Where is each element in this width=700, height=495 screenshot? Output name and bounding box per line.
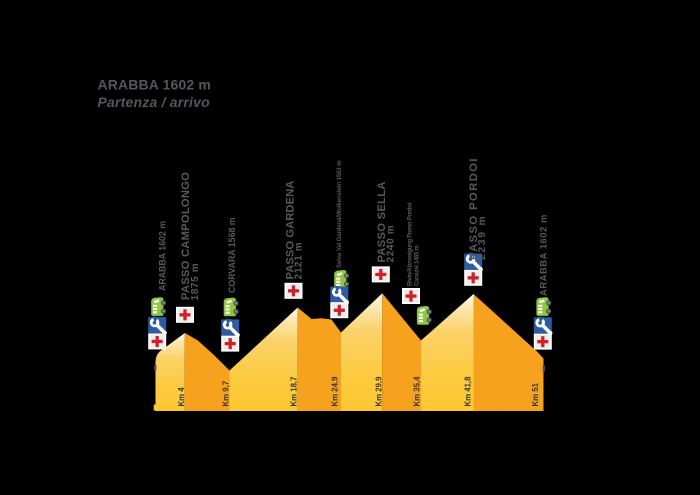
svg-text:PASSO PORDOI: PASSO PORDOI: [468, 157, 480, 260]
svg-text:Partenza / arrivo: Partenza / arrivo: [98, 94, 211, 110]
svg-text:Km 18,7: Km 18,7: [290, 377, 299, 407]
svg-text:ARABBA 1602 m: ARABBA 1602 m: [158, 221, 168, 291]
svg-text:2239 m: 2239 m: [477, 215, 488, 260]
svg-text:Km 29,9: Km 29,9: [375, 376, 384, 407]
svg-text:Km 9,7: Km 9,7: [222, 381, 231, 407]
svg-text:Km 4: Km 4: [177, 387, 186, 407]
svg-text:PASSO SELLA: PASSO SELLA: [376, 181, 388, 262]
svg-text:Km 24,9: Km 24,9: [331, 376, 340, 407]
svg-text:1875 m: 1875 m: [190, 263, 201, 301]
svg-text:Bivio/Abzweigung Passo Pordoi: Bivio/Abzweigung Passo Pordoi: [408, 202, 414, 286]
svg-text:PASSO CAMPOLONGO: PASSO CAMPOLONGO: [180, 172, 192, 300]
svg-text:Selva Val Gardena/Wolkenstein: Selva Val Gardena/Wolkenstein 1563 m: [337, 161, 343, 268]
svg-text:CORVARA 1568 m: CORVARA 1568 m: [227, 217, 237, 293]
svg-text:Km 41,8: Km 41,8: [464, 376, 473, 407]
svg-text:ARABBA 1602 m: ARABBA 1602 m: [98, 77, 211, 93]
svg-text:2121 m: 2121 m: [294, 242, 305, 280]
svg-text:PASSO GARDENA: PASSO GARDENA: [285, 181, 297, 280]
svg-text:Km 51: Km 51: [531, 382, 540, 406]
svg-text:Km 35,4: Km 35,4: [413, 376, 422, 407]
svg-text:Canazei 1465 m: Canazei 1465 m: [415, 246, 421, 287]
svg-text:ARABBA 1602 m: ARABBA 1602 m: [538, 214, 549, 296]
svg-text:2240 m: 2240 m: [386, 225, 397, 263]
